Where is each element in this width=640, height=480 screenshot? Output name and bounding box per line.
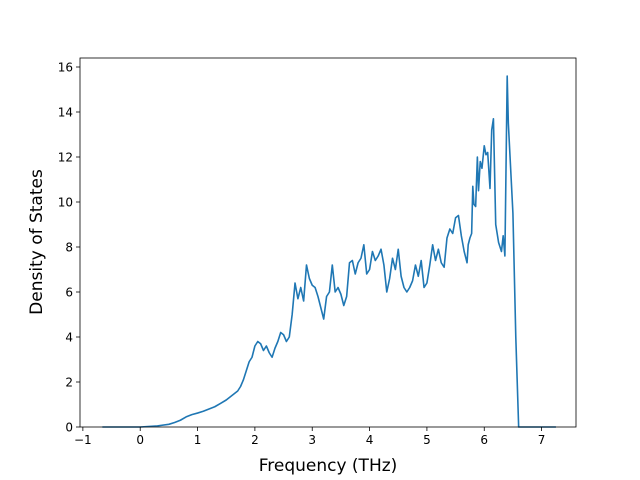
x-tick-label: 4 [366, 433, 374, 447]
y-tick-label: 4 [65, 331, 73, 345]
x-tick-label: 0 [136, 433, 144, 447]
y-tick-label: 12 [58, 151, 73, 165]
plot-area [102, 75, 556, 428]
dos-series-line [102, 75, 556, 428]
y-tick-label: 6 [65, 286, 73, 300]
axes-frame [79, 57, 577, 428]
y-tick-label: 0 [65, 421, 73, 435]
y-tick-label: 14 [58, 106, 73, 120]
y-tick-label: 16 [58, 61, 73, 75]
x-tick-label: −1 [74, 433, 92, 447]
x-tick-label: 3 [308, 433, 316, 447]
x-tick-label: 6 [480, 433, 488, 447]
y-axis-ticks: 0 2 4 6 8 10 12 14 16 [58, 61, 80, 435]
x-tick-label: 7 [538, 433, 546, 447]
x-tick-label: 1 [194, 433, 202, 447]
y-tick-label: 8 [65, 241, 73, 255]
x-axis-ticks: −1 0 1 2 3 4 5 6 7 [74, 427, 545, 447]
x-tick-label: 5 [423, 433, 431, 447]
x-axis-label: Frequency (THz) [259, 456, 398, 476]
x-tick-label: 2 [251, 433, 259, 447]
y-tick-label: 2 [65, 376, 73, 390]
y-axis-label: Density of States [27, 169, 47, 315]
y-tick-label: 10 [58, 196, 73, 210]
